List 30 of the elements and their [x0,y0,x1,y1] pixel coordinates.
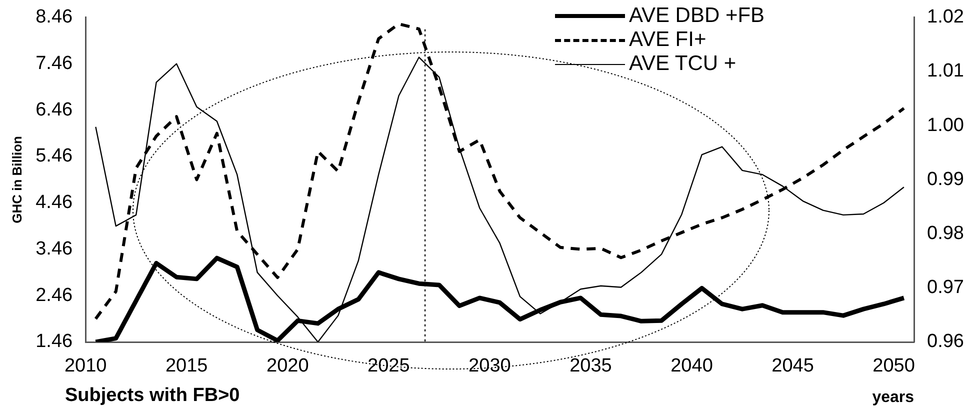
x-axis-title: years [872,388,914,406]
x-tick-label: 2050 [872,356,915,377]
x-tick-label: 2020 [266,356,309,377]
y-tick-label: 7.46 [36,53,73,74]
legend-label: AVE TCU + [629,52,736,76]
x-tick-label: 2040 [670,356,713,377]
y2-tick-label: 1.01 [927,60,964,82]
x-tick-label: 2010 [64,356,107,377]
legend-label: AVE FI+ [629,28,706,52]
y2-tick-label: 0.96 [927,331,964,352]
x-tick-label: 2045 [772,356,814,377]
y2-tick-label: 1.02 [927,6,964,28]
x-tick-label: 2015 [165,356,208,377]
y2-tick-label: 0.98 [927,223,964,244]
y-tick-label: 4.46 [36,192,73,214]
y-axis-title: GHC in Billion [9,136,24,224]
y2-tick-label: 1.00 [927,114,964,136]
x-tick-label: 2025 [368,356,410,377]
y-tick-label: 3.46 [36,238,73,260]
text: Subjects with FB>0 [65,385,240,407]
y2-tick-label: 0.97 [927,277,964,298]
y-tick-label: 5.46 [36,146,73,167]
y-tick-label: 2.46 [36,284,73,306]
y-tick-label: 6.46 [36,99,73,120]
x-tick-label: 2035 [570,356,612,377]
y-tick-label: 8.46 [36,6,73,28]
legend-label: AVE DBD +FB [629,4,765,28]
y2-tick-label: 0.99 [927,168,964,190]
x-tick-label: 2030 [468,356,511,377]
y-tick-label: 1.46 [36,331,73,352]
